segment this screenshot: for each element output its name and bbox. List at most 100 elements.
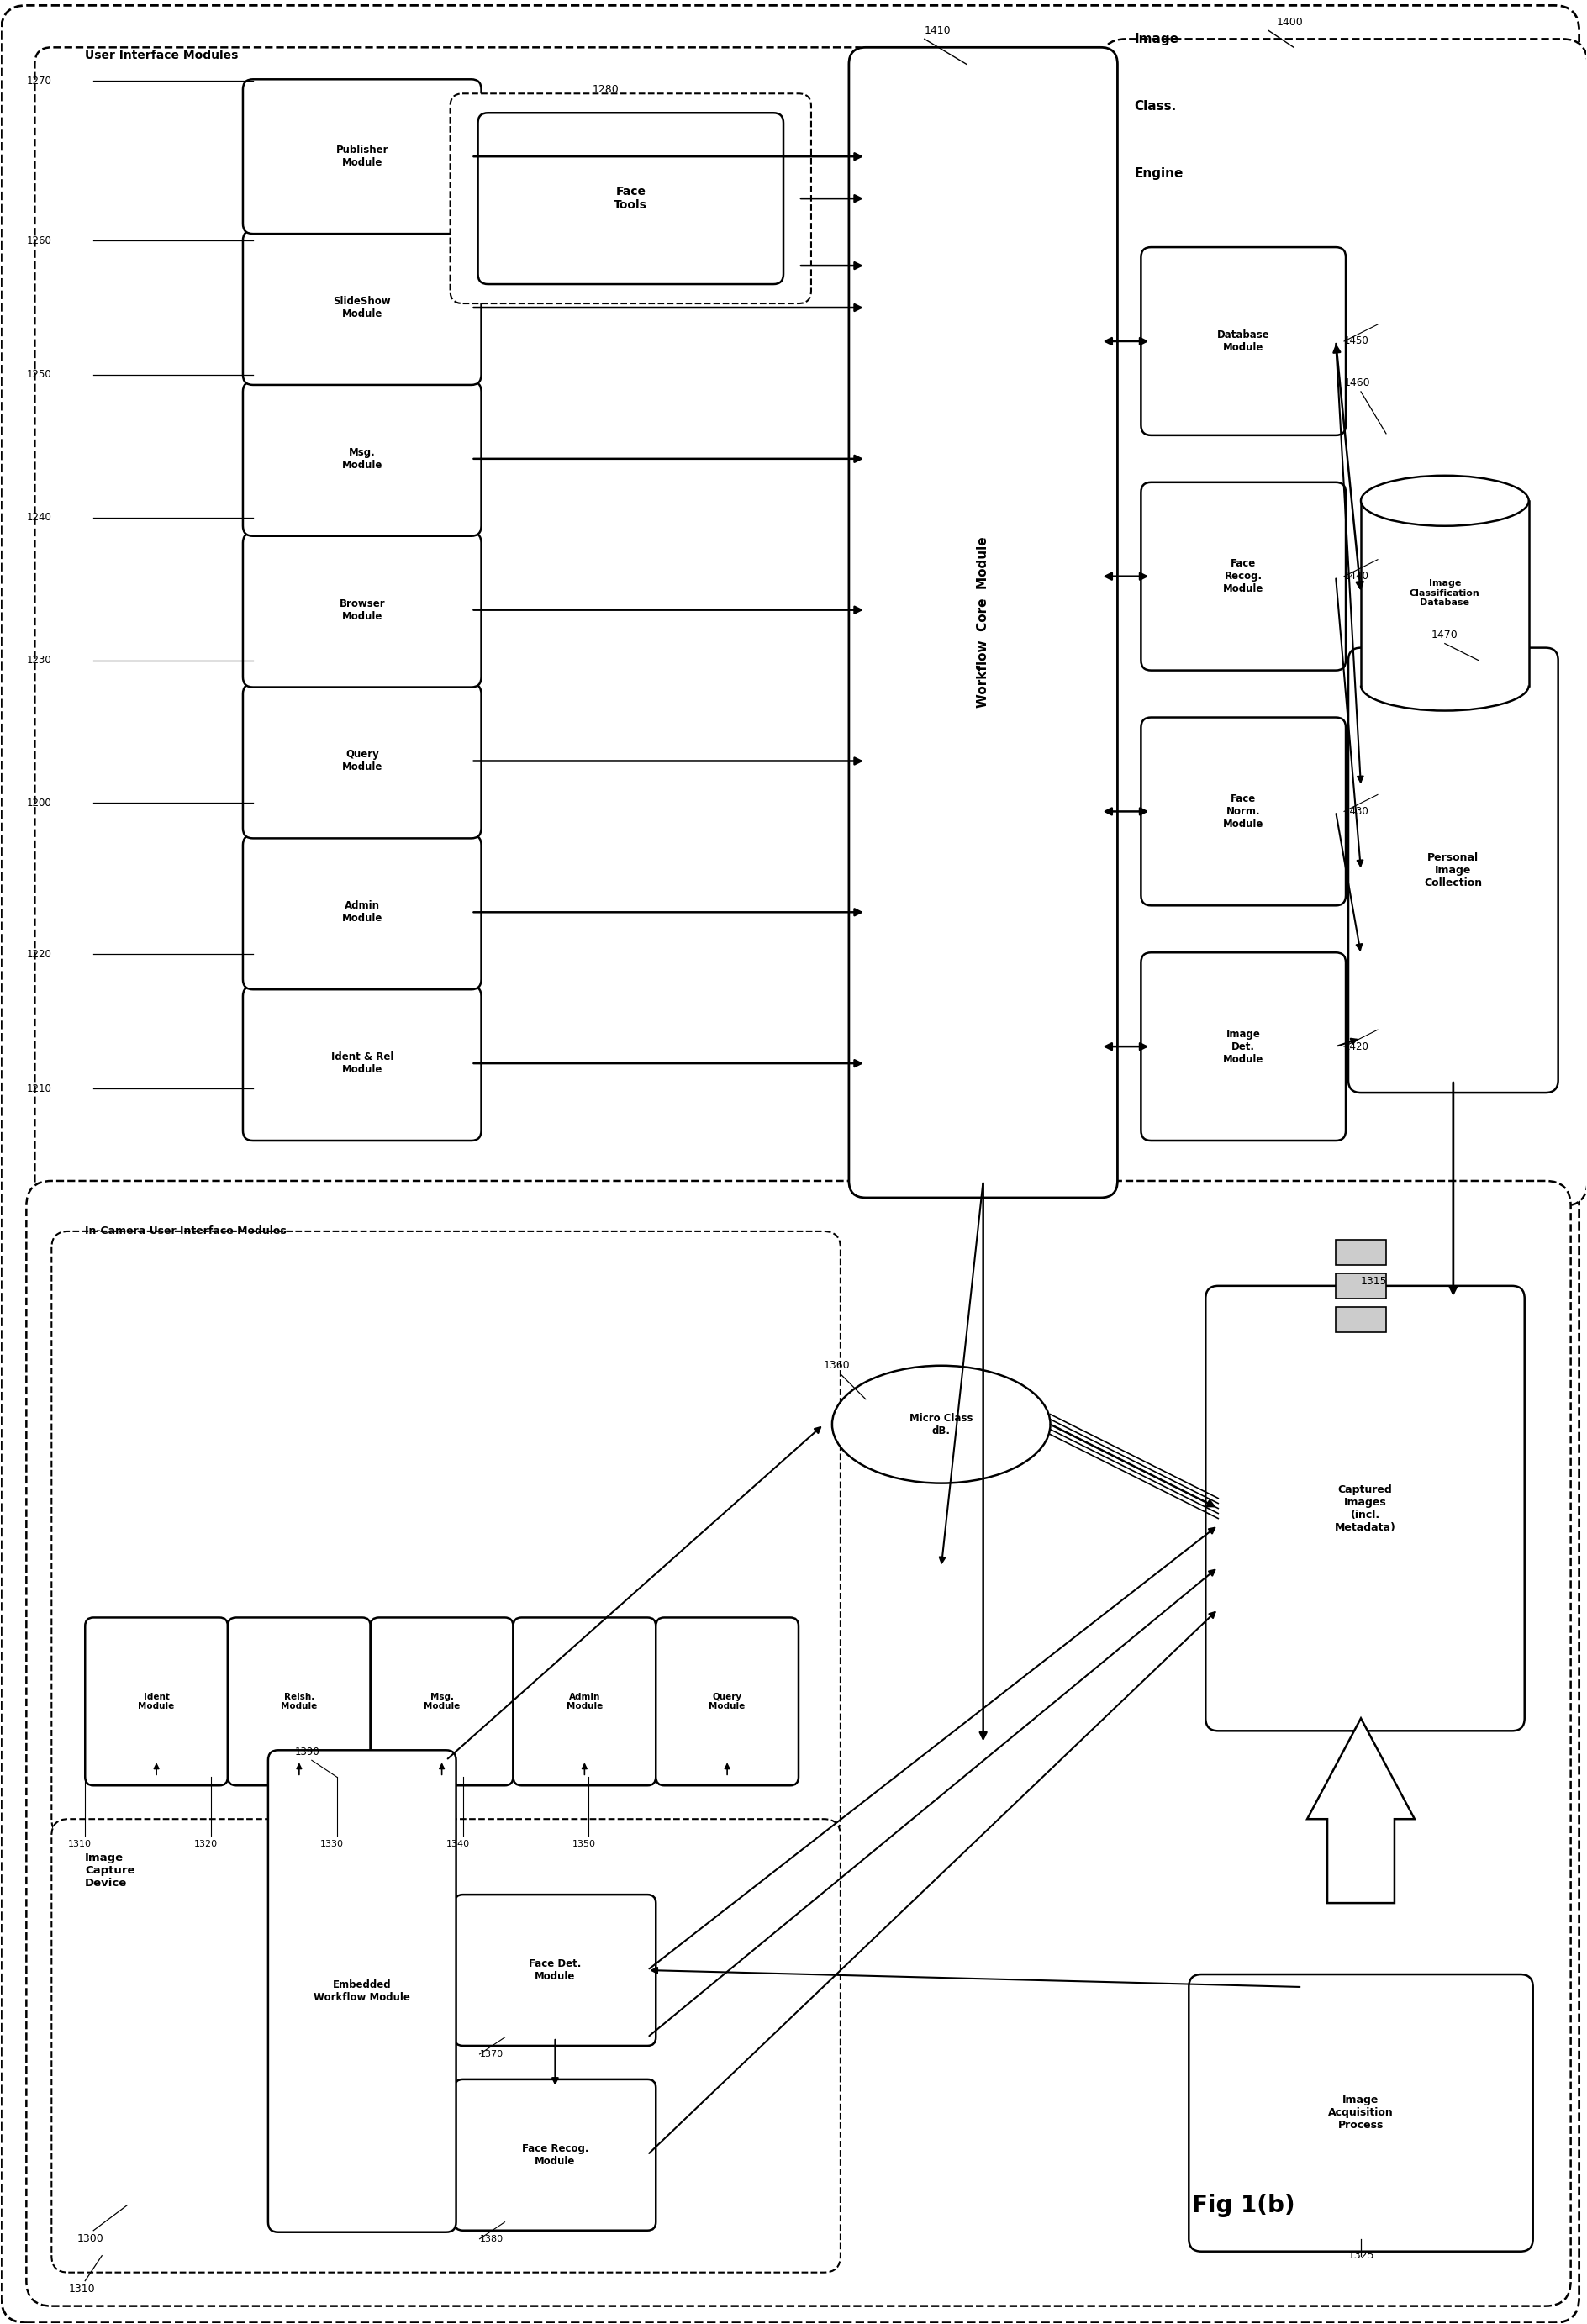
Bar — [1336, 1306, 1385, 1332]
FancyBboxPatch shape — [1101, 40, 1587, 1206]
Text: Micro Class
dB.: Micro Class dB. — [909, 1413, 973, 1436]
Text: Image
Det.
Module: Image Det. Module — [1224, 1030, 1263, 1064]
Text: Database
Module: Database Module — [1217, 330, 1270, 353]
FancyBboxPatch shape — [370, 1618, 513, 1785]
FancyBboxPatch shape — [1141, 246, 1346, 435]
FancyBboxPatch shape — [243, 985, 481, 1141]
Text: User Interface Modules: User Interface Modules — [86, 49, 238, 63]
Text: Browser
Module: Browser Module — [340, 597, 386, 623]
FancyBboxPatch shape — [243, 532, 481, 688]
FancyBboxPatch shape — [1349, 648, 1558, 1092]
FancyBboxPatch shape — [243, 381, 481, 537]
Text: Query
Module: Query Module — [341, 748, 382, 774]
Text: Image: Image — [1135, 33, 1179, 44]
FancyBboxPatch shape — [27, 1181, 1571, 2305]
FancyBboxPatch shape — [243, 230, 481, 386]
Text: 1320: 1320 — [194, 1841, 217, 1848]
Text: Fig 1(b): Fig 1(b) — [1192, 2194, 1295, 2217]
Text: Query
Module: Query Module — [709, 1692, 746, 1710]
Text: 1210: 1210 — [27, 1083, 51, 1095]
Text: 1300: 1300 — [76, 2233, 103, 2245]
FancyBboxPatch shape — [513, 1618, 655, 1785]
FancyBboxPatch shape — [243, 79, 481, 235]
Text: 1250: 1250 — [27, 370, 51, 381]
FancyBboxPatch shape — [454, 1894, 655, 2045]
Text: 1240: 1240 — [27, 511, 51, 523]
Bar — [1336, 1274, 1385, 1299]
Text: Reish.
Module: Reish. Module — [281, 1692, 317, 1710]
Text: 1450: 1450 — [1344, 335, 1370, 346]
Ellipse shape — [832, 1367, 1051, 1483]
Text: Admin
Module: Admin Module — [341, 899, 382, 925]
Bar — [1336, 1239, 1385, 1264]
FancyBboxPatch shape — [51, 1232, 841, 1836]
FancyBboxPatch shape — [655, 1618, 798, 1785]
FancyBboxPatch shape — [1141, 953, 1346, 1141]
Text: 1280: 1280 — [592, 84, 619, 95]
Text: 1270: 1270 — [27, 74, 51, 86]
Text: 1360: 1360 — [824, 1360, 851, 1371]
Text: 1260: 1260 — [27, 235, 51, 246]
Text: Image
Classification
Database: Image Classification Database — [1409, 579, 1481, 607]
Text: Face
Recog.
Module: Face Recog. Module — [1224, 558, 1263, 595]
FancyBboxPatch shape — [268, 1750, 455, 2231]
Text: 1370: 1370 — [479, 2050, 503, 2059]
Text: Image
Acquisition
Process: Image Acquisition Process — [1328, 2094, 1393, 2131]
Text: Engine: Engine — [1135, 167, 1184, 179]
FancyBboxPatch shape — [2, 5, 1579, 2322]
Text: Admin
Module: Admin Module — [567, 1692, 603, 1710]
Ellipse shape — [1362, 476, 1528, 525]
FancyBboxPatch shape — [454, 2080, 655, 2231]
Text: Face
Norm.
Module: Face Norm. Module — [1224, 792, 1263, 830]
Text: 1340: 1340 — [446, 1841, 470, 1848]
Text: 1200: 1200 — [27, 797, 51, 809]
FancyBboxPatch shape — [1141, 718, 1346, 906]
Text: SlideShow
Module: SlideShow Module — [333, 295, 390, 318]
Text: Face Recog.
Module: Face Recog. Module — [522, 2143, 589, 2166]
Polygon shape — [1308, 1717, 1414, 1903]
Text: 1230: 1230 — [27, 655, 51, 665]
Text: 1315: 1315 — [1362, 1276, 1387, 1287]
Text: 1410: 1410 — [925, 26, 951, 35]
Text: 1380: 1380 — [479, 2236, 503, 2243]
Text: 1310: 1310 — [68, 2284, 95, 2294]
Text: 1460: 1460 — [1344, 379, 1371, 388]
Text: 1220: 1220 — [27, 948, 51, 960]
FancyBboxPatch shape — [1189, 1975, 1533, 2252]
Text: 1400: 1400 — [1278, 16, 1303, 28]
Text: Ident
Module: Ident Module — [138, 1692, 175, 1710]
FancyBboxPatch shape — [35, 46, 874, 1197]
FancyBboxPatch shape — [451, 93, 811, 304]
Text: Face Det.
Module: Face Det. Module — [528, 1959, 581, 1982]
FancyBboxPatch shape — [229, 1618, 370, 1785]
FancyBboxPatch shape — [1141, 483, 1346, 669]
FancyBboxPatch shape — [1206, 1285, 1525, 1731]
Text: 1390: 1390 — [295, 1745, 321, 1757]
Polygon shape — [1362, 500, 1528, 686]
Text: 1330: 1330 — [321, 1841, 344, 1848]
Text: 1350: 1350 — [571, 1841, 595, 1848]
Text: 1440: 1440 — [1344, 572, 1370, 581]
Text: Class.: Class. — [1135, 100, 1176, 112]
FancyBboxPatch shape — [849, 46, 1117, 1197]
FancyBboxPatch shape — [478, 114, 784, 284]
FancyBboxPatch shape — [86, 1618, 229, 1785]
Text: Msg.
Module: Msg. Module — [424, 1692, 460, 1710]
FancyBboxPatch shape — [243, 683, 481, 839]
Text: 1420: 1420 — [1344, 1041, 1370, 1053]
Text: Msg.
Module: Msg. Module — [341, 446, 382, 469]
Text: Ident & Rel
Module: Ident & Rel Module — [330, 1050, 394, 1076]
Text: Personal
Image
Collection: Personal Image Collection — [1424, 853, 1482, 888]
Text: Embedded
Workflow Module: Embedded Workflow Module — [314, 1980, 411, 2003]
Text: Face
Tools: Face Tools — [614, 186, 647, 211]
Text: Publisher
Module: Publisher Module — [336, 144, 389, 167]
Text: Captured
Images
(incl.
Metadata): Captured Images (incl. Metadata) — [1335, 1485, 1395, 1534]
Text: 1310: 1310 — [68, 1841, 92, 1848]
Text: In-Camera User Interface Modules: In-Camera User Interface Modules — [86, 1225, 287, 1236]
Text: Workflow  Core  Module: Workflow Core Module — [978, 537, 989, 709]
Text: 1470: 1470 — [1431, 630, 1458, 641]
FancyBboxPatch shape — [243, 834, 481, 990]
Text: Image
Capture
Device: Image Capture Device — [86, 1852, 135, 1889]
Text: 1430: 1430 — [1344, 806, 1370, 818]
FancyBboxPatch shape — [51, 1820, 841, 2273]
